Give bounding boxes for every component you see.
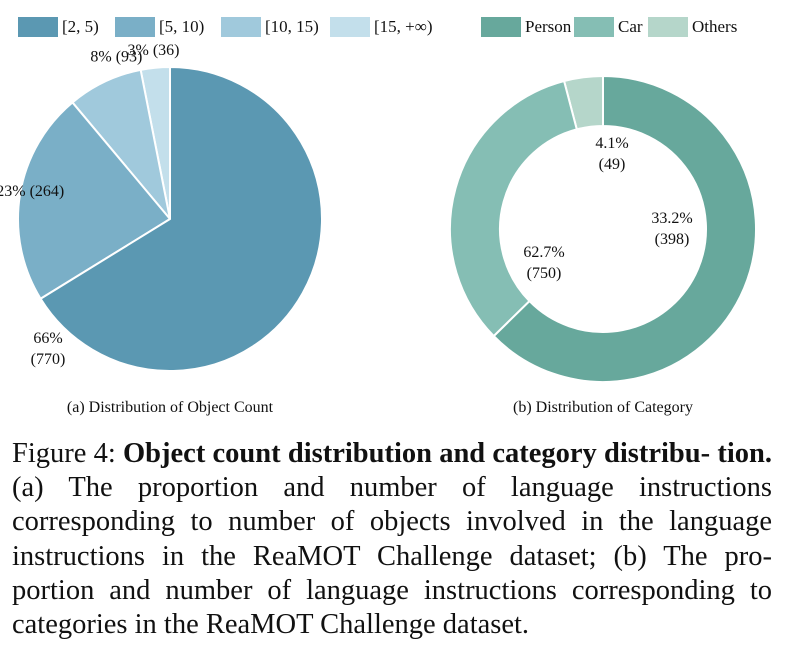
legend-label-b-2: Others	[692, 17, 737, 36]
pie-labels-object-count: 66% (770) 23% (264) 8% (93)3% (36)	[0, 42, 179, 368]
legend-label-a-0: [2, 5)	[62, 17, 99, 36]
slice-a-1	[17, 101, 172, 301]
caption-bold-title: Object count distribution and category d…	[123, 438, 772, 469]
legend-label-a-1: [5, 10)	[159, 17, 204, 36]
caption-prefix: Figure 4:	[12, 438, 124, 469]
legend-swatch-b-2	[648, 17, 688, 37]
data-label-a-3: 3% (36)	[128, 42, 180, 59]
data-label-b-0: 62.7% (750)	[523, 244, 564, 282]
legend-category: Person Car Others	[481, 17, 737, 37]
caption-body: (a) The proportion and number of languag…	[12, 472, 772, 641]
chart-title-object-count: (a) Distribution of Object Count	[67, 399, 274, 416]
data-label-a-2: 8% (93)	[90, 49, 142, 66]
donut-labels-category: 62.7% (750) 33.2% (398) 4.1% (49)	[523, 135, 692, 282]
slice-a-0	[39, 65, 323, 372]
legend-swatch-a-0	[18, 17, 58, 37]
pie-chart-object-count	[17, 65, 323, 372]
slice-b-1	[449, 79, 579, 338]
legend-swatch-b-0	[481, 17, 521, 37]
legend-swatch-a-3	[330, 17, 370, 37]
legend-label-a-2: [10, 15)	[265, 17, 319, 36]
legend-label-b-0: Person	[525, 17, 572, 36]
legend-swatch-a-2	[221, 17, 261, 37]
legend-swatch-b-1	[574, 17, 614, 37]
data-label-b-2: 4.1% (49)	[595, 135, 628, 173]
charts-figure: [2, 5) [5, 10) [10, 15) [15, +∞) 66% (770) 23…	[0, 17, 757, 416]
donut-chart-category	[449, 74, 757, 383]
chart-title-category: (b) Distribution of Category	[513, 399, 693, 416]
data-label-a-0: 66% (770)	[31, 330, 66, 368]
data-label-a-1: 23% (264)	[0, 183, 64, 200]
data-label-b-1: 33.2% (398)	[651, 210, 692, 248]
figure-caption: Figure 4: Object count distribution and …	[12, 437, 772, 642]
legend-label-b-1: Car	[618, 17, 643, 36]
legend-label-a-3: [15, +∞)	[374, 17, 433, 36]
legend-swatch-a-1	[115, 17, 155, 37]
slice-b-0	[492, 74, 757, 383]
legend-object-count: [2, 5) [5, 10) [10, 15) [15, +∞)	[18, 17, 433, 37]
